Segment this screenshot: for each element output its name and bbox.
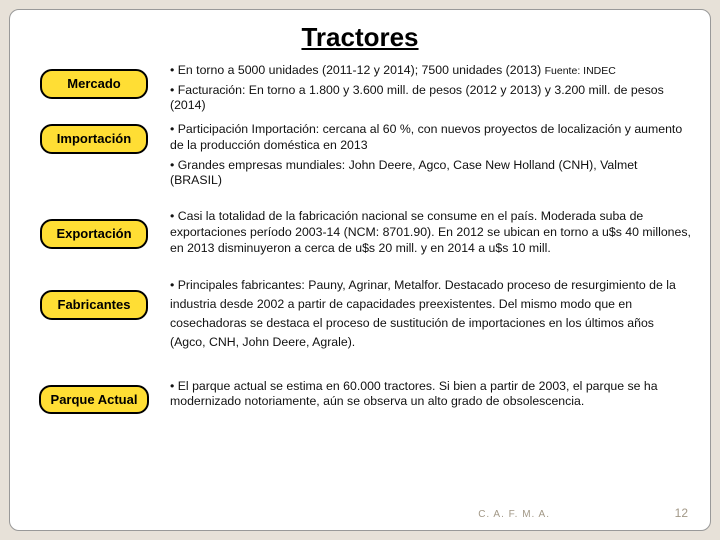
page-title: Tractores bbox=[28, 22, 692, 53]
label-col: Parque Actual bbox=[28, 379, 160, 415]
tag-importacion: Importación bbox=[40, 124, 148, 154]
bullet: • Facturación: En torno a 1.800 y 3.600 … bbox=[170, 83, 692, 114]
tag-mercado: Mercado bbox=[40, 69, 148, 99]
section-importacion: Importación • Participación Importación:… bbox=[28, 122, 692, 193]
page-number: 12 bbox=[675, 506, 688, 520]
content-mercado: • En torno a 5000 unidades (2011-12 y 20… bbox=[160, 63, 692, 118]
footer-source: C. A. F. M. A. bbox=[478, 509, 550, 520]
label-col: Importación bbox=[28, 122, 160, 154]
label-col: Mercado bbox=[28, 63, 160, 99]
section-mercado: Mercado • En torno a 5000 unidades (2011… bbox=[28, 63, 692, 118]
content-parque: • El parque actual se estima en 60.000 t… bbox=[160, 379, 692, 414]
tag-parque: Parque Actual bbox=[39, 385, 150, 415]
section-parque: Parque Actual • El parque actual se esti… bbox=[28, 379, 692, 415]
bullet: • Casi la totalidad de la fabricación na… bbox=[170, 209, 692, 256]
label-col: Fabricantes bbox=[28, 276, 160, 320]
content-importacion: • Participación Importación: cercana al … bbox=[160, 122, 692, 193]
bullet: • Participación Importación: cercana al … bbox=[170, 122, 692, 153]
bullet-text: • En torno a 5000 unidades (2011-12 y 20… bbox=[170, 63, 545, 77]
content-fabricantes: • Principales fabricantes: Pauny, Agrina… bbox=[160, 276, 692, 356]
bullet: • El parque actual se estima en 60.000 t… bbox=[170, 379, 692, 410]
bullet: • Principales fabricantes: Pauny, Agrina… bbox=[170, 276, 692, 352]
tag-exportacion: Exportación bbox=[40, 219, 148, 249]
content-exportacion: • Casi la totalidad de la fabricación na… bbox=[160, 209, 692, 260]
tag-fabricantes: Fabricantes bbox=[40, 290, 148, 320]
section-exportacion: Exportación • Casi la totalidad de la fa… bbox=[28, 209, 692, 260]
source-text: Fuente: INDEC bbox=[545, 65, 616, 77]
slide: Tractores Mercado • En torno a 5000 unid… bbox=[9, 9, 711, 531]
content-area: Mercado • En torno a 5000 unidades (2011… bbox=[28, 63, 692, 414]
bullet: • Grandes empresas mundiales: John Deere… bbox=[170, 158, 692, 189]
section-fabricantes: Fabricantes • Principales fabricantes: P… bbox=[28, 276, 692, 356]
label-col: Exportación bbox=[28, 209, 160, 249]
bullet: • En torno a 5000 unidades (2011-12 y 20… bbox=[170, 63, 692, 79]
